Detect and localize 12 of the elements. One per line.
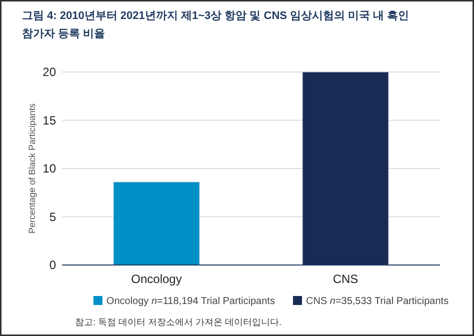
y-axis-title: Percentage of Black Participants xyxy=(27,102,37,234)
y-tick-label: 15 xyxy=(42,113,56,128)
chart-title: 그림 4: 2010년부터 2021년까지 제1~3상 항암 및 CNS 임상시험의 미국 내 흑인 참가자 등록 비율 xyxy=(22,10,410,40)
x-tick-label: CNS xyxy=(332,272,358,286)
y-tick-label: 20 xyxy=(42,65,56,79)
text: 참고: 독점 데이터 저장소에서 가져온 데이터입니다. xyxy=(75,317,282,327)
legend-label: Oncology n=118,194 Trial Participants xyxy=(106,296,275,307)
legend-label: CNS n=35,533 Trial Participants xyxy=(306,296,449,307)
y-tick-label: 10 xyxy=(42,162,56,176)
x-tick-label: Oncology xyxy=(131,272,182,286)
y-tick-label: 5 xyxy=(49,210,56,224)
y-tick-label: 0 xyxy=(49,258,56,272)
